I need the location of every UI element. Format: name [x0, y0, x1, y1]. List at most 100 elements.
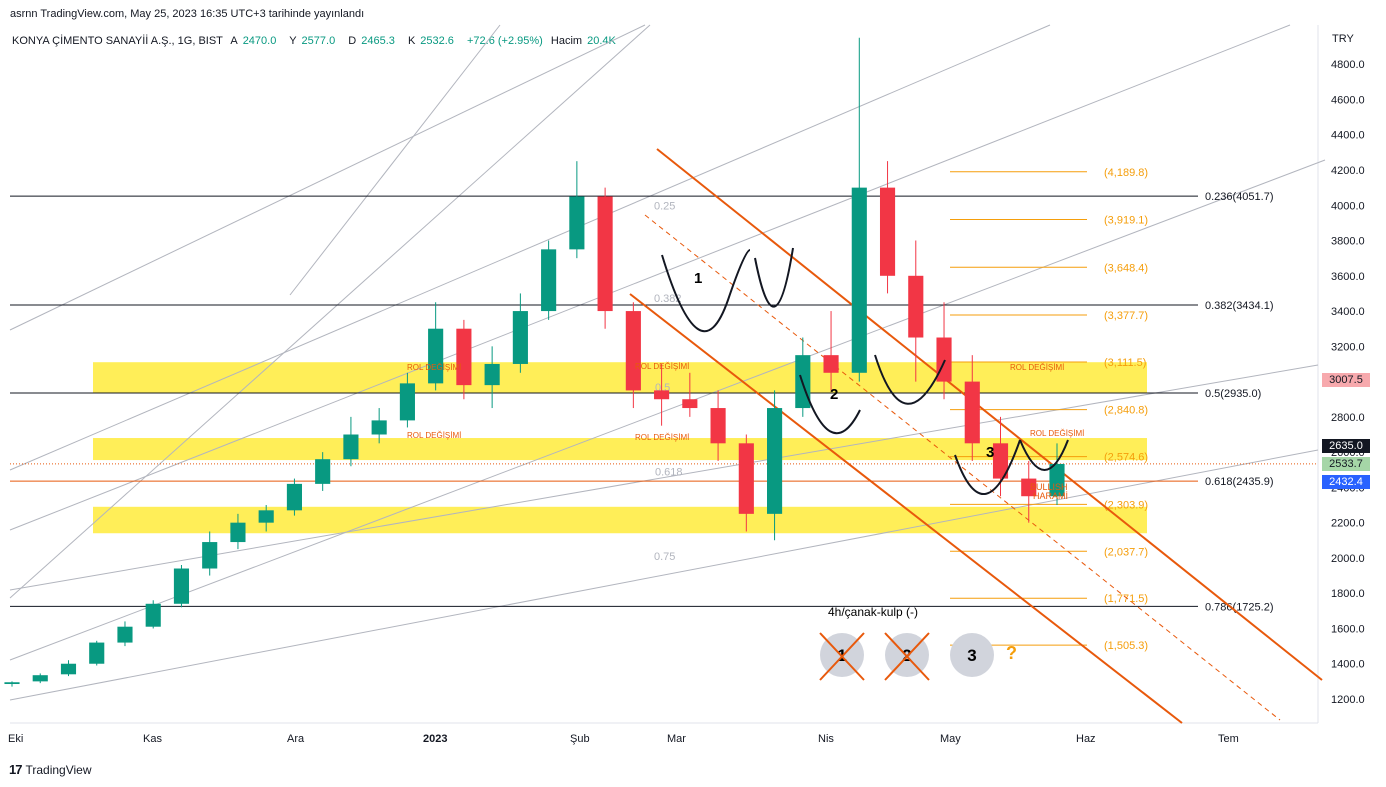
fib-retracement-label: 0.236(4051.7) — [1205, 191, 1274, 203]
fib-retracement-label: 0.5(2935.0) — [1205, 388, 1261, 400]
candle-body — [851, 187, 867, 373]
candle-body — [682, 399, 698, 409]
cross-out-line — [884, 632, 930, 681]
question-mark: ? — [1006, 643, 1017, 663]
trend-line — [9, 449, 1319, 701]
zone-label: ROL DEĞİŞİMİ — [635, 433, 689, 442]
cup-handle-curve — [799, 374, 861, 435]
pitchfork-level-label: 0.25 — [654, 200, 675, 212]
candle-body — [117, 626, 133, 643]
open-label: A — [230, 35, 238, 47]
candle-body — [1049, 463, 1065, 497]
candle-body — [202, 542, 218, 569]
zone-label: ROL DEĞİŞİMİ — [407, 431, 461, 440]
candle-body — [286, 483, 302, 511]
currency-label[interactable]: TRY — [1332, 33, 1354, 45]
fib-target-label: (3,111.5) — [1104, 357, 1146, 369]
pattern-circle — [950, 633, 994, 677]
y-axis-tick: 3200.0 — [1331, 341, 1365, 353]
pitchfork-level-label: 0.75 — [654, 551, 675, 563]
tradingview-brand[interactable]: 17 TradingView — [9, 762, 92, 777]
close-label: K — [407, 35, 416, 47]
y-axis-tick: 4600.0 — [1331, 94, 1365, 106]
change-value: +72.6 (+2.95%) — [467, 35, 543, 47]
candle-body — [484, 363, 500, 386]
channel-upper-line — [656, 148, 1323, 681]
fib-target-label: (4,189.8) — [1104, 167, 1148, 179]
zone-label: ROL DEĞİŞİMİ — [1030, 429, 1084, 438]
symbol-legend: KONYA ÇİMENTO SANAYİİ A.Ş., 1G, BIST A 24… — [12, 35, 626, 47]
trend-line — [9, 24, 651, 599]
trend-line — [9, 159, 1326, 661]
candle-body — [512, 311, 528, 364]
price-tag: 2533.7 — [1322, 456, 1370, 471]
cup-handle-curve — [754, 247, 794, 308]
high-label: Y — [289, 35, 297, 47]
fib-target-label: (3,377.7) — [1104, 310, 1148, 322]
trend-line — [289, 24, 501, 296]
y-axis-tick: 1800.0 — [1331, 588, 1365, 600]
trend-line — [9, 24, 1051, 471]
price-tag: 2432.4 — [1322, 474, 1370, 489]
candle-body — [738, 443, 754, 514]
candle-body — [654, 390, 670, 400]
fib-target-label: (2,303.9) — [1104, 499, 1148, 511]
x-axis-tick: Kas — [143, 733, 162, 745]
zone-label: ROL DEĞİŞİMİ — [635, 362, 689, 371]
candle-body — [456, 328, 472, 386]
fib-target-label: (3,648.4) — [1104, 262, 1148, 274]
fib-target-label: (2,037.7) — [1104, 546, 1148, 558]
candle-body — [541, 249, 557, 312]
x-axis-tick: Haz — [1076, 733, 1096, 745]
x-axis-tick: Eki — [8, 733, 23, 745]
candle-body — [343, 434, 359, 460]
pattern-number-1: 1 — [694, 270, 702, 287]
candle-body — [173, 568, 190, 604]
pattern-circle-number: 3 — [967, 646, 976, 665]
cup-handle-curve — [661, 249, 751, 332]
fib-retracement-label: 0.786(1725.2) — [1205, 601, 1274, 613]
y-axis-tick: 3400.0 — [1331, 306, 1365, 318]
trend-line — [9, 24, 1291, 531]
cup-handle-curve — [874, 354, 946, 405]
candle-body — [60, 663, 77, 675]
channel-mid-line — [644, 214, 1281, 721]
y-axis-tick: 1200.0 — [1331, 694, 1365, 706]
trend-line — [9, 364, 1319, 591]
x-axis-tick: 2023 — [423, 733, 447, 745]
cross-out-line — [819, 632, 865, 681]
open-value: 2470.0 — [242, 35, 277, 47]
pattern-number-3: 3 — [986, 444, 994, 461]
y-axis-tick: 2800.0 — [1331, 412, 1365, 424]
candle-body — [428, 328, 444, 384]
candle-body — [823, 355, 839, 373]
bullish-harami-label: HARAMİ — [1033, 491, 1068, 501]
candle-body — [4, 682, 20, 685]
brand-name: TradingView — [25, 762, 92, 777]
x-axis-tick: May — [940, 733, 961, 745]
candle-body — [964, 381, 980, 444]
candle-body — [89, 642, 105, 664]
zone-label: ROL DEĞİŞİMİ — [407, 363, 461, 372]
fib-target-label: (2,574.6) — [1104, 452, 1148, 464]
candle-body — [908, 275, 924, 338]
candle-body — [625, 311, 641, 391]
fib-target-label: (2,840.8) — [1104, 405, 1148, 417]
x-axis-tick: Şub — [570, 733, 590, 745]
symbol-title[interactable]: KONYA ÇİMENTO SANAYİİ A.Ş., 1G, BIST — [12, 35, 223, 47]
pitchfork-level-label: 0.382 — [654, 293, 682, 305]
publisher-line: asrnn TradingView.com, May 25, 2023 16:3… — [10, 8, 365, 20]
fib-retracement-label: 0.382(3434.1) — [1205, 300, 1274, 312]
low-value: 2465.3 — [361, 35, 395, 47]
price-tag: 2635.0 — [1322, 438, 1370, 453]
candle-body — [399, 383, 415, 421]
high-value: 2577.0 — [301, 35, 336, 47]
candle-body — [710, 408, 726, 444]
support-resistance-zone — [93, 506, 1147, 534]
x-axis-tick: Mar — [667, 733, 686, 745]
channel-lower-line — [629, 293, 1183, 724]
cup-handle-curve — [954, 439, 1021, 496]
x-axis-tick: Tem — [1218, 733, 1239, 745]
x-axis-tick: Nis — [818, 733, 834, 745]
